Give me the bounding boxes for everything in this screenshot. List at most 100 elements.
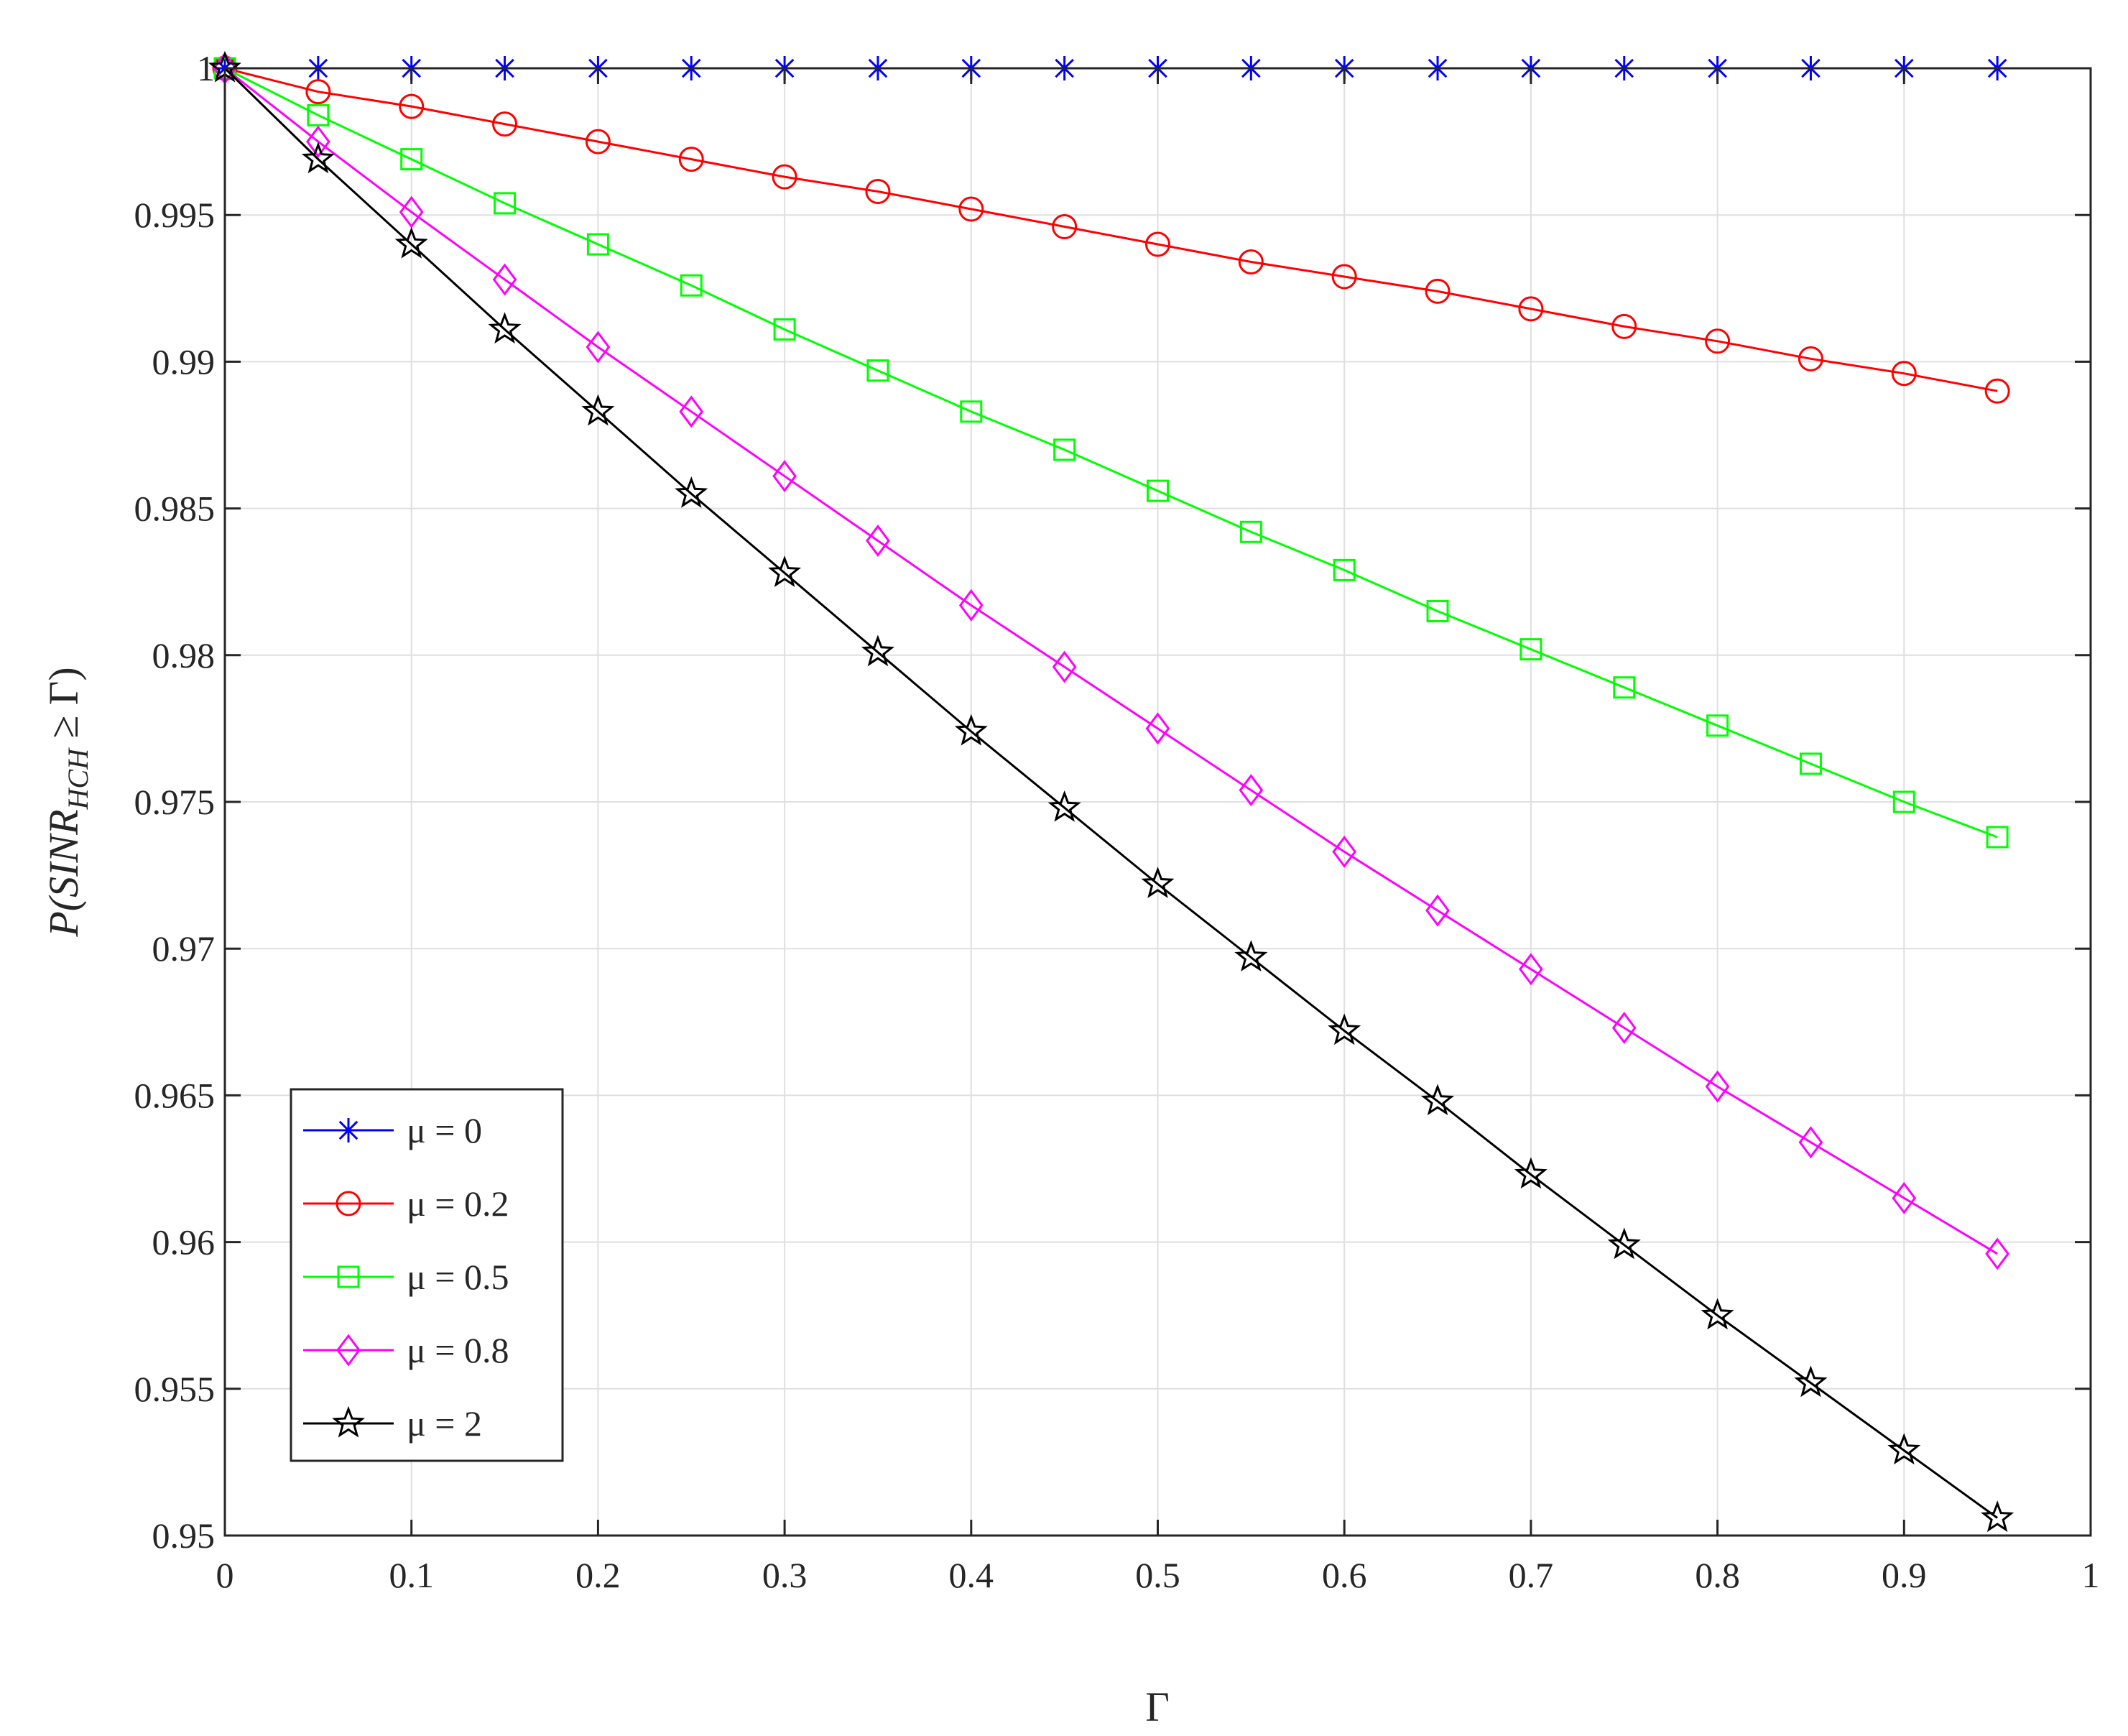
data-point-square [773,318,796,341]
data-point-star [1514,1157,1548,1189]
legend-label: μ = 0.2 [407,1183,509,1224]
legend-item: μ = 0 [303,1110,482,1150]
data-point-star [581,394,615,426]
data-point-square [1706,714,1729,737]
y-tick-label: 0.96 [152,1222,216,1262]
data-point-square [1147,479,1169,502]
data-point-diamond [1611,1011,1637,1044]
data-point-star [1607,1227,1641,1260]
data-point-diamond [1798,1126,1823,1159]
x-tick-label: 0.4 [949,1555,994,1595]
data-point-star [1047,790,1081,822]
y-axis-label-subscript: HCH [62,747,94,811]
y-tick-label: 0.965 [134,1075,216,1115]
y-tick-label: 0.98 [152,635,216,675]
data-point-circle [399,93,425,119]
legend-item: μ = 0.8 [303,1330,509,1370]
legend-items: μ = 0 μ = 0.2 μ = 0.5 μ = 0.8 μ = 2 [303,1110,509,1444]
data-point-square [307,103,330,126]
legend-item: μ = 2 [303,1403,482,1444]
series-5 [208,50,2014,1533]
data-point-star [488,312,522,344]
data-point-square [1053,438,1076,461]
data-point-diamond [1145,712,1170,745]
x-tick-label: 0.1 [389,1555,434,1595]
data-point-circle [1611,313,1637,339]
data-point-star [768,555,802,588]
legend-label: μ = 0.8 [407,1330,509,1370]
data-point-circle [1425,278,1451,304]
data-point-star [675,476,708,508]
series-line [224,67,1998,839]
y-tick-label: 1 [197,48,215,88]
data-point-diamond [679,395,704,428]
x-tick-label: 0 [216,1555,234,1595]
series-3 [213,57,2009,849]
data-point-square [1239,520,1262,543]
legend-marker-star [331,1405,366,1438]
data-point-diamond [305,125,330,158]
series-line [223,67,1999,1519]
data-point-diamond [772,460,797,493]
legend-marker-square [337,1265,360,1288]
data-point-square [1519,638,1542,661]
x-tick-label: 0.2 [575,1555,621,1595]
legend-label: μ = 2 [407,1403,482,1444]
x-tick-label: 0.7 [1509,1555,1554,1595]
series-2 [212,55,2010,404]
data-point-diamond [1332,835,1357,868]
legend-label: μ = 0.5 [407,1257,509,1297]
data-point-circle [958,196,984,222]
y-tick-label: 0.985 [134,489,216,529]
data-point-circle [772,164,797,190]
y-tick-label: 0.995 [134,195,216,235]
data-point-star [1701,1298,1734,1330]
data-point-circle [1891,361,1917,387]
data-point-star [1141,867,1175,898]
y-tick-label: 0.95 [152,1515,216,1556]
data-point-circle [865,179,891,205]
x-axis-label: Γ [1145,1684,1170,1730]
series-line [224,67,1998,1255]
x-tick-label: 0.6 [1322,1555,1367,1595]
data-point-square [1799,752,1822,775]
data-point-diamond [1985,1237,2010,1270]
data-point-diamond [1052,650,1077,683]
data-point-diamond [866,525,890,558]
legend-item: μ = 0.2 [303,1183,509,1224]
y-axis-label-main: P(SINR [40,809,87,937]
legend-label: μ = 0 [407,1110,482,1150]
data-point-square [1426,600,1449,623]
data-point-circle [1518,296,1544,322]
data-point-circle [1705,328,1731,354]
data-point-star [1234,940,1268,972]
y-tick-label: 0.975 [134,782,216,822]
y-axis-label: P(SINRHCH ≥ Γ) [40,667,94,937]
series-line [224,67,1998,392]
x-tick-label: 0.9 [1882,1555,1927,1595]
data-point-diamond [1425,894,1450,927]
legend-item: μ = 0.5 [303,1257,509,1297]
axis-ticks [223,67,2092,1537]
data-point-square [1986,826,2009,849]
data-point-star [1328,1013,1361,1045]
data-point-circle [305,79,331,105]
y-tick-label: 0.97 [152,928,216,969]
x-tick-labels: 0 0.1 0.2 0.3 0.4 0.5 0.6 0.7 0.8 0.9 1 [216,1555,2100,1595]
data-point-star [1887,1433,1921,1465]
data-point-square [1892,790,1915,813]
y-tick-label: 0.99 [152,341,216,382]
data-point-square [960,400,983,423]
data-point-star [1420,1084,1455,1116]
data-point-star [1794,1365,1828,1398]
data-point-circle [492,111,518,137]
data-point-diamond [1705,1070,1730,1103]
grid-lines [225,68,2091,1536]
data-point-star [861,634,895,667]
data-point-circle [678,147,704,172]
x-tick-label: 1 [2082,1555,2100,1595]
data-point-star [954,714,988,746]
data-point-diamond [586,331,611,364]
y-axis-label-tail: ≥ Γ) [40,667,87,749]
data-point-circle [1798,346,1823,371]
